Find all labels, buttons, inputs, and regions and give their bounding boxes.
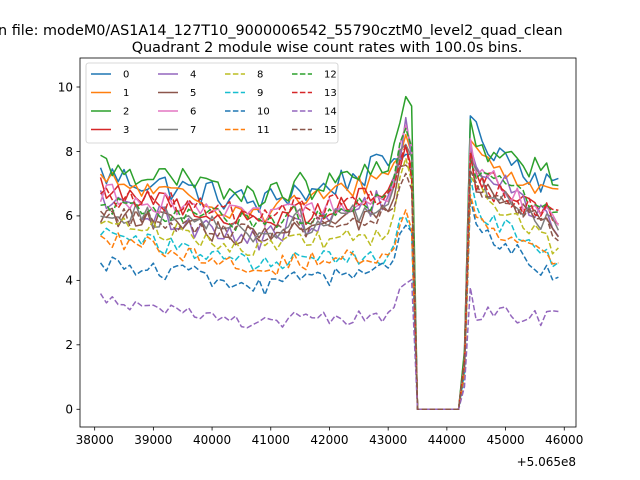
x-tick-label: 45000 (486, 433, 524, 447)
legend-label-12: 12 (324, 70, 337, 81)
x-tick-label: 39000 (134, 433, 172, 447)
legend-label-11: 11 (257, 125, 270, 136)
series-line-0 (99, 115, 559, 411)
axes-frame (79, 57, 577, 428)
legend-label-8: 8 (257, 70, 263, 81)
series-line-11 (100, 193, 559, 411)
series-line-12 (100, 127, 559, 411)
y-tick-label: 8 (65, 145, 73, 159)
series-line-3 (99, 144, 559, 411)
x-tick-label: 38000 (76, 433, 114, 447)
series-line-5 (99, 151, 560, 411)
legend-label-1: 1 (123, 88, 129, 99)
series-line-15 (99, 169, 559, 411)
legend-label-4: 4 (190, 70, 196, 81)
legend-label-0: 0 (123, 70, 129, 81)
figure-suptitle: n file: modeM0/AS1A14_127T10_9000006542_… (0, 23, 563, 39)
y-tick-label: 0 (65, 403, 73, 417)
legend-label-3: 3 (123, 125, 129, 136)
legend-box (85, 62, 339, 144)
y-tick-label: 4 (65, 274, 73, 288)
series-group (99, 95, 560, 411)
series-line-6 (99, 124, 560, 411)
legend-label-13: 13 (324, 88, 337, 99)
x-tick-label: 41000 (252, 433, 290, 447)
legend-label-6: 6 (190, 107, 196, 118)
x-tick-label: 44000 (428, 433, 466, 447)
x-offset-label: +5.065e8 (517, 455, 576, 469)
legend-label-14: 14 (324, 107, 337, 118)
x-tick-label: 42000 (310, 433, 348, 447)
legend-label-9: 9 (257, 88, 263, 99)
series-line-10 (99, 198, 559, 411)
legend-label-2: 2 (123, 107, 129, 118)
chart-title: Quadrant 2 module wise count rates with … (132, 40, 523, 56)
x-tick-label: 40000 (193, 433, 231, 447)
series-line-1 (99, 133, 559, 411)
x-tick-label: 43000 (369, 433, 407, 447)
x-tick-label: 46000 (545, 433, 583, 447)
y-tick-label: 2 (65, 338, 73, 352)
legend-label-7: 7 (190, 125, 196, 136)
legend-label-5: 5 (190, 88, 196, 99)
series-line-13 (100, 144, 559, 411)
series-line-7 (100, 143, 560, 411)
y-tick-label: 10 (58, 80, 73, 94)
series-line-2 (100, 95, 559, 411)
plot-area: 38000 39000 40000 41000 42000 43000 44000 45000… (58, 57, 583, 447)
series-line-8 (100, 157, 559, 411)
y-tick-label: 6 (65, 209, 73, 223)
legend-label-10: 10 (257, 107, 270, 118)
series-line-9 (99, 176, 559, 411)
series-line-14 (99, 278, 559, 411)
legend-label-15: 15 (324, 125, 337, 136)
